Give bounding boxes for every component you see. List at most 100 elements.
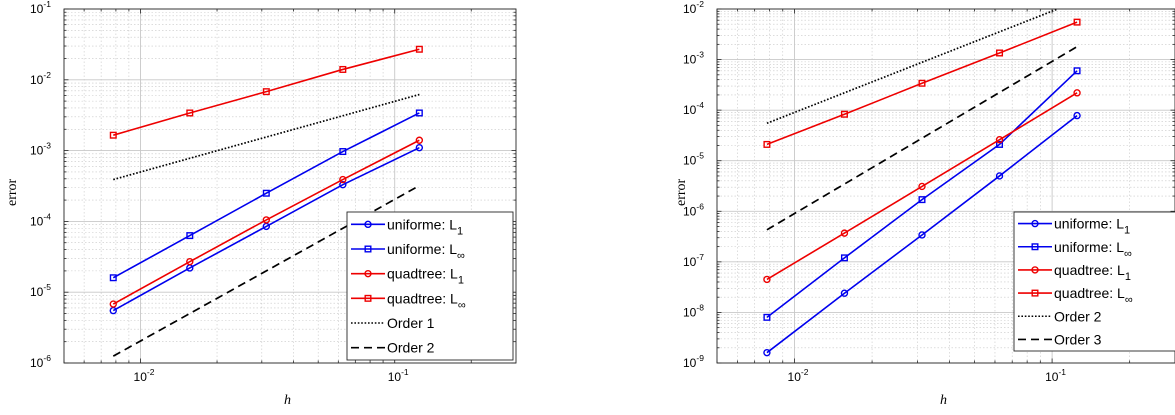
data-point	[918, 182, 926, 191]
data-point	[186, 257, 194, 266]
y-tick-label: 10-6	[683, 201, 704, 218]
data-point	[840, 110, 848, 118]
axes-box	[63, 8, 517, 364]
legend-marker	[364, 245, 372, 253]
axes-box	[716, 8, 1175, 364]
series-line	[766, 21, 1078, 146]
y-tick-label: 10-7	[683, 252, 704, 269]
data-point	[996, 140, 1004, 148]
y-tick-label: 10-1	[30, 0, 51, 16]
legend-label: Order 3	[1054, 331, 1102, 347]
y-axis-label: error	[5, 178, 20, 206]
y-tick-label: 10-4	[30, 211, 51, 228]
legend-box	[1013, 211, 1175, 352]
data-point	[109, 131, 117, 139]
series-line	[766, 114, 1078, 354]
data-point	[763, 275, 771, 284]
data-point	[918, 196, 926, 204]
legend-label: quadtree: L∞	[1054, 285, 1133, 306]
legend-marker	[364, 220, 372, 229]
y-tick-label: 10-3	[30, 141, 51, 158]
y-tick-label: 10-2	[683, 0, 704, 16]
legend-label: uniforme: L∞	[387, 241, 465, 262]
data-point	[109, 300, 117, 308]
data-point	[995, 172, 1004, 180]
series-5	[766, 8, 1058, 125]
x-tick-label: 10-2	[788, 367, 809, 384]
data-point	[262, 189, 270, 197]
series-line	[766, 8, 1058, 125]
series-3	[763, 89, 1081, 284]
data-point	[763, 313, 771, 321]
x-tick-label: 10-1	[388, 367, 409, 384]
y-tick-label: 10-5	[30, 282, 51, 299]
data-point	[415, 109, 423, 117]
data-point	[1073, 111, 1081, 120]
legend-label: Order 2	[1054, 308, 1102, 324]
chart-panel-2: 10-2 10-1 10-9 10-8 10-7 10-6 10-5 10-4 10-3 10-2…	[674, 0, 1175, 408]
series-line	[112, 112, 420, 279]
series-4	[109, 45, 423, 139]
data-point	[339, 65, 347, 73]
data-point	[339, 175, 347, 184]
legend-marker	[364, 269, 372, 278]
data-point	[262, 88, 270, 96]
legend-label: quadtree: L1	[387, 266, 464, 287]
data-point	[1073, 67, 1081, 75]
legend-marker	[1031, 243, 1039, 251]
series-line	[766, 92, 1078, 281]
data-point	[186, 109, 194, 117]
y-tick-label: 10-6	[30, 353, 51, 370]
legend-label: quadtree: L∞	[387, 290, 466, 311]
legend-label: Order 2	[387, 340, 435, 356]
y-tick-label: 10-3	[683, 50, 704, 67]
series-6	[766, 45, 1078, 231]
data-point	[840, 289, 849, 297]
y-axis-label: error	[674, 178, 689, 206]
data-point	[995, 136, 1004, 144]
data-point	[840, 254, 848, 262]
legend-label: uniforme: L1	[387, 216, 463, 237]
y-tick-label: 10-8	[683, 302, 704, 319]
legend-marker	[364, 294, 372, 302]
x-tick-label: 10-2	[134, 367, 155, 384]
series-4	[763, 18, 1081, 148]
series-line	[766, 70, 1078, 318]
data-point	[186, 232, 194, 240]
data-point	[918, 231, 926, 239]
legend-label: uniforme: L∞	[1054, 239, 1132, 260]
x-axis-label: h	[940, 393, 947, 408]
series-line	[112, 146, 420, 312]
series-2	[763, 67, 1081, 321]
legend-marker	[1031, 266, 1039, 274]
data-point	[996, 49, 1004, 57]
data-point	[415, 143, 424, 152]
y-tick-label: 10-4	[683, 100, 704, 117]
series-1	[763, 111, 1081, 357]
data-point	[415, 136, 424, 144]
ticks	[63, 8, 516, 364]
legend-label: Order 1	[387, 315, 435, 331]
y-tick-label: 10-2	[30, 70, 51, 87]
data-point	[1073, 18, 1081, 26]
data-point	[109, 274, 117, 282]
series-2	[109, 109, 423, 282]
series-line	[766, 45, 1078, 231]
data-point	[339, 180, 347, 189]
legend-label: uniforme: L1	[1054, 216, 1130, 237]
data-point	[339, 148, 347, 156]
data-point	[840, 229, 849, 237]
y-tick-label: 10-5	[683, 151, 704, 168]
data-point	[262, 216, 271, 224]
data-point	[763, 348, 771, 357]
data-point	[918, 79, 926, 87]
legend-box	[346, 211, 514, 361]
series-line	[113, 48, 420, 136]
legend: uniforme: L1 uniforme: L∞ quadtree: L1 quad…	[346, 211, 514, 361]
series-line	[112, 139, 420, 305]
legend-marker	[1031, 219, 1039, 228]
data-point	[763, 140, 771, 148]
